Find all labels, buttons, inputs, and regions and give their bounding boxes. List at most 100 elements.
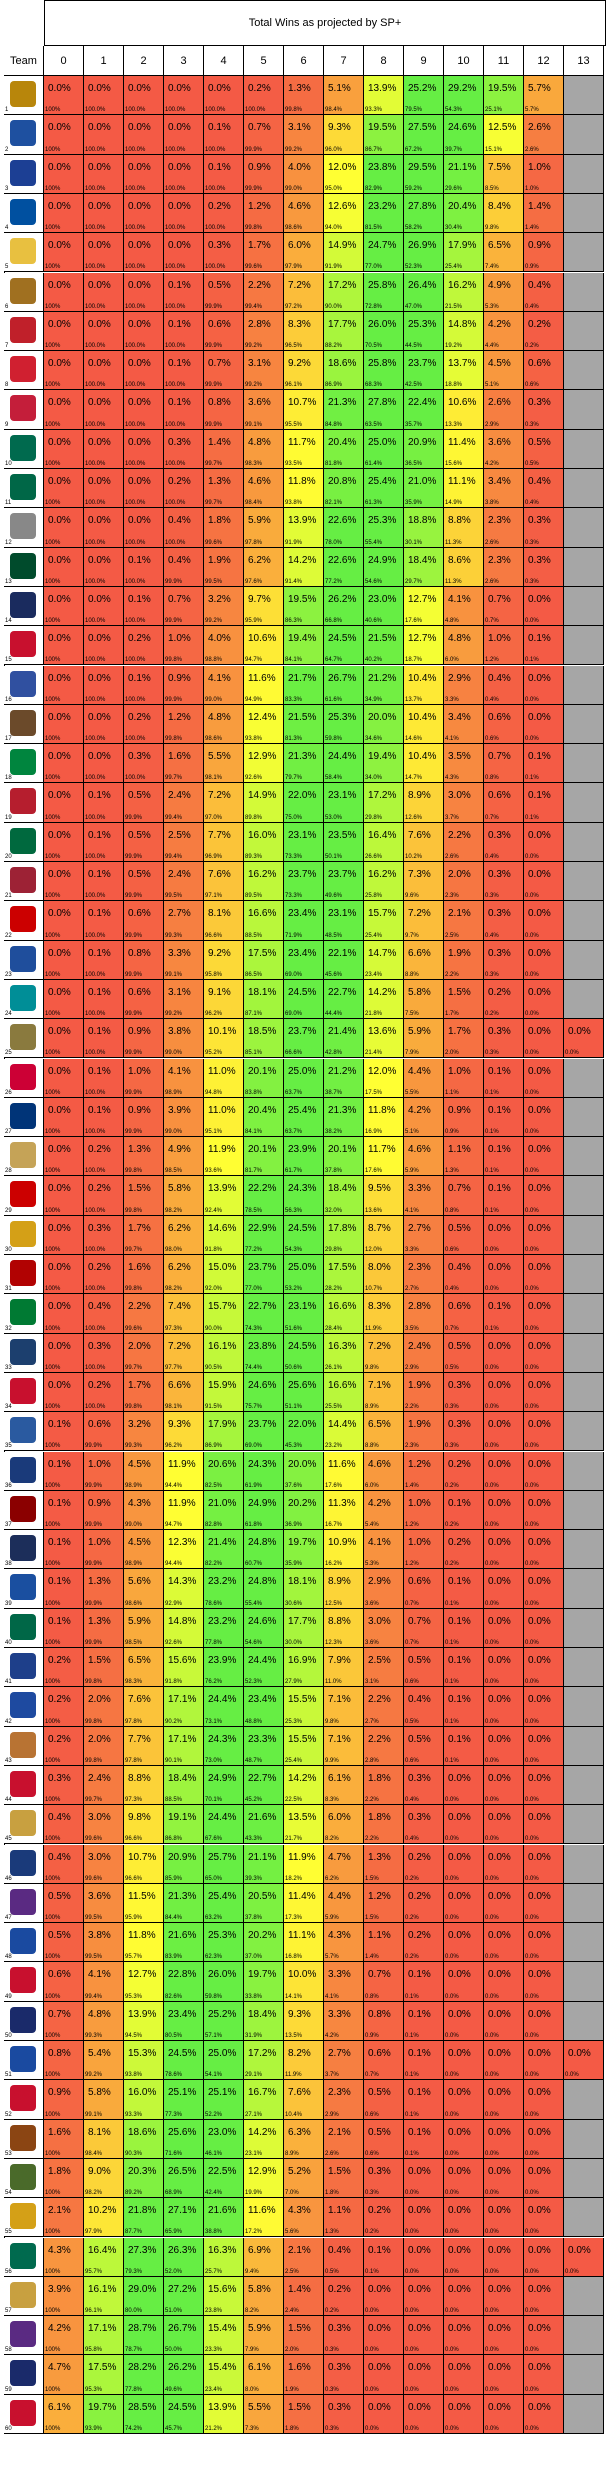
probability-value: 0.3% bbox=[88, 1340, 111, 1352]
cumulative-probability: 26.1% bbox=[325, 1364, 343, 1371]
probability-cell: 25.4% 61.3% bbox=[364, 469, 404, 509]
probability-value: 20.2% bbox=[288, 1497, 317, 1509]
probability-cell: 0.0% 0.0% bbox=[524, 2276, 564, 2317]
probability-value: 1.3% bbox=[208, 476, 231, 487]
probability-cell: 3.8% 99.5% bbox=[84, 1923, 124, 1963]
probability-cell: 7.2% 97.0% bbox=[204, 783, 244, 823]
probability-cell: 11.5% 95.9% bbox=[124, 1883, 164, 1924]
cumulative-probability: 21.5% bbox=[445, 303, 463, 310]
probability-value: 0.8% bbox=[48, 2048, 71, 2059]
cumulative-probability: 0.3% bbox=[485, 971, 499, 978]
team-cell: 2 bbox=[4, 115, 44, 155]
probability-value: 26.0% bbox=[368, 318, 397, 330]
probability-value: 0.0% bbox=[528, 2401, 551, 2413]
cumulative-probability: 100.0% bbox=[165, 225, 186, 232]
team-rank: 57 bbox=[5, 2308, 12, 2315]
probability-cell: 12.7% 18.7% bbox=[404, 626, 444, 666]
cumulative-probability: 2.0% bbox=[285, 2347, 299, 2354]
probability-cell: 0.0% 0.0% bbox=[404, 2355, 444, 2395]
team-cell: 24 bbox=[4, 979, 44, 1020]
cumulative-probability: 0.0% bbox=[525, 2386, 539, 2393]
team-rank: 8 bbox=[5, 382, 9, 389]
cumulative-probability: 91.4% bbox=[285, 578, 303, 585]
probability-cell: 21.1% 39.3% bbox=[244, 1844, 284, 1884]
probability-value: 0.0% bbox=[488, 1340, 511, 1352]
probability-value: 0.5% bbox=[448, 1340, 471, 1352]
team-cell: 41 bbox=[4, 1648, 44, 1688]
probability-value: 3.4% bbox=[448, 711, 471, 723]
cumulative-probability: 100% bbox=[45, 1129, 61, 1136]
probability-cell: 2.4% 2.9% bbox=[404, 1333, 444, 1373]
probability-value: 26.2% bbox=[328, 593, 357, 605]
probability-cell: 10.0% 14.1% bbox=[284, 1962, 324, 2002]
probability-value: 0.2% bbox=[48, 1694, 71, 1706]
probability-cell bbox=[564, 429, 604, 469]
cumulative-probability: 98.4% bbox=[245, 500, 263, 507]
probability-cell: 2.9% 3.6% bbox=[364, 1569, 404, 1609]
probability-cell: 0.0% 100.0% bbox=[84, 665, 124, 705]
probability-cell: 1.6% 100% bbox=[44, 2119, 84, 2159]
cumulative-probability: 25.3% bbox=[285, 1718, 303, 1725]
wins-column-header-7: 7 bbox=[324, 46, 364, 76]
cumulative-probability: 100% bbox=[45, 775, 61, 782]
probability-cell: 0.0% 0.0% bbox=[404, 2276, 444, 2317]
cumulative-probability: 0.1% bbox=[445, 1600, 459, 1607]
probability-cell: 0.0% 0.0% bbox=[564, 1019, 604, 1059]
probability-cell: 19.7% 35.9% bbox=[284, 1530, 324, 1570]
probability-cell: 19.5% 86.7% bbox=[364, 115, 404, 155]
cumulative-probability: 100.0% bbox=[125, 460, 146, 467]
team-rank: 28 bbox=[5, 1168, 12, 1175]
probability-cell bbox=[564, 1962, 604, 2002]
probability-value: 0.7% bbox=[488, 593, 511, 605]
cumulative-probability: 96.0% bbox=[325, 146, 343, 153]
cumulative-probability: 82.6% bbox=[165, 1993, 183, 2000]
cumulative-probability: 100% bbox=[45, 1404, 61, 1411]
team-logo-icon bbox=[10, 1377, 36, 1404]
cumulative-probability: 0.0% bbox=[565, 1050, 579, 1057]
probability-cell: 23.7% 77.0% bbox=[244, 1255, 284, 1295]
cumulative-probability: 100% bbox=[45, 971, 61, 978]
probability-value: 24.4% bbox=[248, 1655, 277, 1666]
probability-value: 9.3% bbox=[168, 1419, 191, 1431]
cumulative-probability: 29.1% bbox=[245, 2072, 263, 2079]
cumulative-probability: 1.2% bbox=[485, 657, 499, 664]
probability-value: 0.0% bbox=[48, 869, 71, 880]
cumulative-probability: 0.4% bbox=[405, 1836, 419, 1843]
probability-value: 4.3% bbox=[48, 2244, 71, 2256]
probability-cell: 0.0% 0.0% bbox=[404, 2158, 444, 2199]
cumulative-probability: 100% bbox=[45, 1836, 61, 1843]
probability-cell: 1.0% 1.2% bbox=[404, 1490, 444, 1531]
probability-cell: 2.7% 3.7% bbox=[324, 2041, 364, 2081]
cumulative-probability: 0.2% bbox=[485, 1011, 499, 1018]
probability-cell: 11.1% 14.9% bbox=[444, 469, 484, 509]
cumulative-probability: 0.0% bbox=[445, 2032, 459, 2039]
probability-value: 26.7% bbox=[168, 2323, 197, 2335]
probability-cell: 0.0% 0.0% bbox=[524, 901, 564, 941]
cumulative-probability: 60.7% bbox=[245, 1561, 263, 1568]
cumulative-probability: 96.1% bbox=[285, 382, 303, 389]
cumulative-probability: 63.7% bbox=[285, 1129, 303, 1136]
probability-cell bbox=[564, 1412, 604, 1452]
cumulative-probability: 0.0% bbox=[525, 2111, 539, 2118]
probability-value: 0.2% bbox=[168, 476, 191, 487]
cumulative-probability: 87.1% bbox=[245, 1011, 263, 1018]
probability-cell: 0.0% 100% bbox=[44, 1255, 84, 1295]
cumulative-probability: 100.0% bbox=[85, 618, 106, 625]
cumulative-probability: 100% bbox=[45, 460, 61, 467]
probability-value: 25.0% bbox=[288, 1065, 317, 1077]
probability-value: 21.6% bbox=[208, 2205, 237, 2217]
cumulative-probability: 0.7% bbox=[405, 1639, 419, 1646]
probability-value: 19.5% bbox=[288, 593, 317, 605]
probability-cell: 0.0% 0.0% bbox=[484, 1451, 524, 1491]
cumulative-probability: 3.5% bbox=[405, 1325, 419, 1332]
probability-value: 24.7% bbox=[368, 240, 397, 252]
probability-value: 17.9% bbox=[448, 240, 477, 252]
probability-cell: 10.9% 16.2% bbox=[324, 1530, 364, 1570]
probability-cell: 0.0% 100% bbox=[44, 1137, 84, 1177]
probability-value: 0.7% bbox=[368, 1969, 391, 1981]
probability-value: 26.5% bbox=[168, 2165, 197, 2177]
probability-cell: 0.1% 0.1% bbox=[444, 1726, 484, 1766]
probability-cell: 0.0% 100% bbox=[44, 1019, 84, 1059]
probability-cell: 3.6% 4.2% bbox=[484, 429, 524, 469]
probability-cell: 25.0% 53.2% bbox=[284, 1255, 324, 1295]
